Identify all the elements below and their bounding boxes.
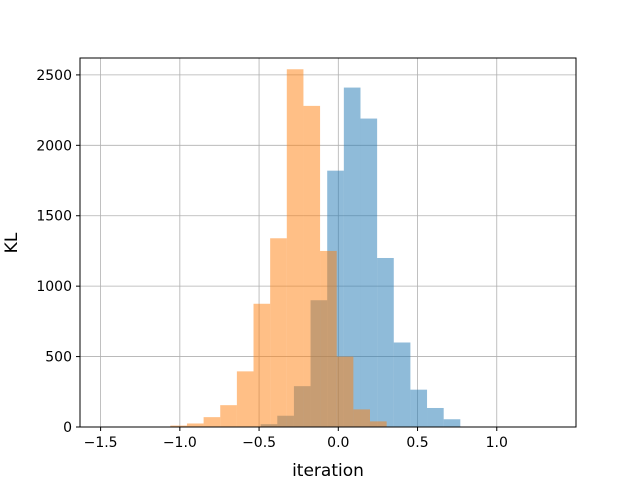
y-tick-label: 500 [45,350,72,366]
x-tick-label: −1.0 [163,435,197,451]
x-tick-label: 0.5 [406,435,428,451]
y-tick-label: 0 [63,420,72,436]
histogram-bar-series-1 [443,419,461,427]
histogram-bar-series-1 [360,118,378,427]
x-tick-label: 0.0 [327,435,349,451]
x-tick-label: −1.5 [84,435,118,451]
histogram-bar-series-2 [369,421,387,427]
y-tick-label: 2500 [36,68,72,84]
histogram-bar-series-1 [410,389,428,427]
histogram-bar-series-2 [336,356,354,427]
histogram-bar-series-2 [270,238,287,427]
y-axis-label: KL [2,232,22,253]
plot-frame [79,57,577,428]
histogram-bar-series-1 [377,257,394,427]
y-tick-label: 1000 [36,279,72,295]
histogram-bar-series-1 [427,407,444,427]
histogram-bar-series-2 [320,250,337,427]
x-tick-label: −0.5 [242,435,276,451]
histogram-bar-series-2 [286,69,304,427]
histogram-bar-series-1 [343,87,361,428]
histogram-bar-series-2 [220,405,237,427]
histogram-bar-series-2 [203,417,221,427]
histogram-bar-series-2 [186,423,204,427]
x-tick-label: 1.0 [486,435,508,451]
histogram-bar-series-2 [236,371,254,427]
histogram-bar-series-2 [253,303,271,427]
y-tick-label: 2000 [36,138,72,154]
y-tick-label: 1500 [36,209,72,225]
axis-ticks: −1.5 −1.0 −0.5 0.0 0.5 1.0 0 500 1000 1500 2000 250… [36,68,508,451]
histogram-bar-series-1 [393,342,411,427]
histogram-bar-series-2 [303,105,321,427]
histogram-bar-series-2 [353,409,370,427]
histogram-bars [170,69,461,428]
x-axis-label: iteration [292,461,364,480]
histogram-bar-series-2 [170,425,187,427]
